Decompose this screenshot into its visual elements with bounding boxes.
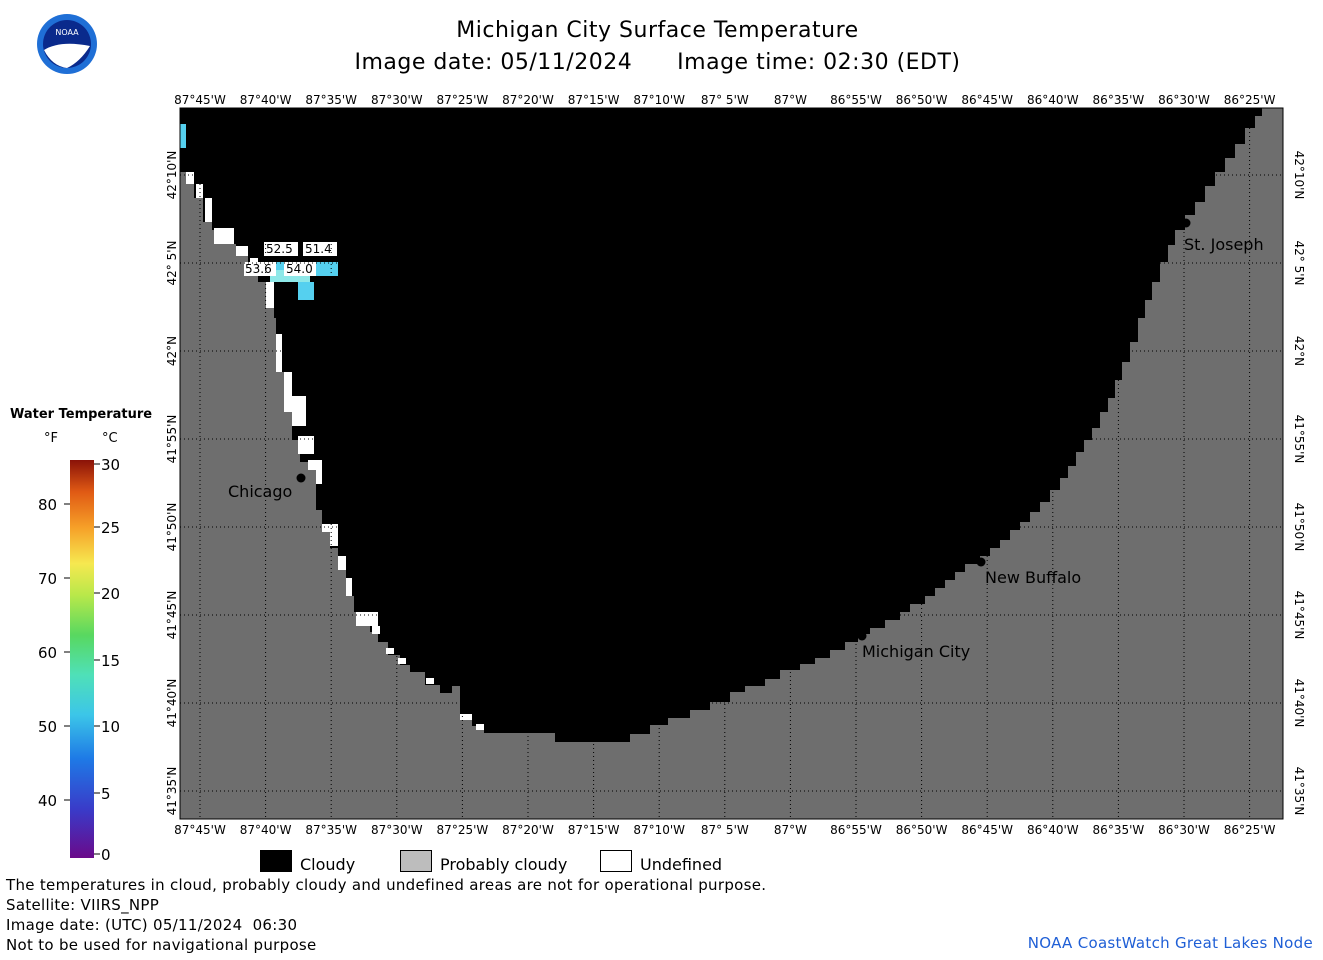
f-tick-label: 70 [38, 570, 58, 588]
probably-cloudy-swatch [400, 850, 432, 872]
latitude-labels-left: 42°10'N 42° 5'N 42°N 41°55'N 41°50'N 41°45'N 4… [165, 151, 179, 816]
c-tick-label: 30 [101, 456, 121, 474]
latitude-label: 41°55'N [165, 415, 179, 464]
legend-unit-c: °C [102, 431, 118, 446]
longitude-label: 86°35'W [1093, 93, 1145, 107]
latitude-label: 41°50'N [165, 503, 179, 552]
footer-utc-date: Image date: (UTC) 05/11/2024 06:30 [6, 916, 298, 934]
latitude-label: 41°40'N [1292, 679, 1306, 728]
image-time: Image time: 02:30 (EDT) [677, 50, 961, 75]
longitude-label: 86°25'W [1224, 93, 1276, 107]
f-tick-label: 80 [38, 496, 58, 514]
graticule [180, 108, 1283, 819]
latitude-label: 41°35'N [1292, 767, 1306, 816]
longitude-label: 87°20'W [502, 823, 554, 837]
footer-navigation-warning: Not to be used for navigational purpose [6, 936, 317, 954]
longitude-label: 87°30'W [371, 823, 423, 837]
undefined-swatch [600, 850, 632, 872]
longitude-label: 86°45'W [961, 93, 1013, 107]
latitude-label: 42°N [165, 336, 179, 366]
longitude-label: 87°W [774, 93, 807, 107]
latitude-label: 41°50'N [1292, 503, 1306, 552]
land-area [180, 108, 1283, 819]
legend-unit-f: °F [44, 431, 58, 446]
city-label-new-buffalo: New Buffalo [985, 568, 1081, 587]
longitude-label: 87°40'W [240, 823, 292, 837]
map-title: Michigan City Surface Temperature [456, 18, 859, 43]
latitude-label: 41°45'N [165, 591, 179, 640]
latitude-label: 42°10'N [165, 151, 179, 200]
temperature-color-bar [70, 460, 94, 858]
latitude-label: 42°N [1292, 336, 1306, 366]
city-label-michigan-city: Michigan City [862, 642, 970, 661]
longitude-label: 86°30'W [1158, 823, 1210, 837]
temp-label: 51.4 [305, 242, 332, 256]
longitude-label: 86°50'W [896, 823, 948, 837]
longitude-label: 86°55'W [830, 823, 882, 837]
latitude-label: 41°45'N [1292, 591, 1306, 640]
map-subtitle: Image date: 05/11/2024 Image time: 02:30… [0, 50, 1319, 75]
f-tick-label: 50 [38, 718, 58, 736]
longitude-label: 87°35'W [305, 823, 357, 837]
legend-title: Water Temperature [10, 407, 153, 422]
cloudy-swatch [260, 850, 292, 872]
c-tick-label: 25 [101, 519, 121, 537]
city-markers [296, 218, 1191, 641]
latitude-label: 42° 5'N [1292, 241, 1306, 286]
longitude-label: 87°15'W [568, 93, 620, 107]
longitude-label: 87°10'W [633, 823, 685, 837]
footer-disclaimer: The temperatures in cloud, probably clou… [6, 876, 767, 894]
latitude-label: 41°35'N [165, 767, 179, 816]
longitude-label: 87°25'W [437, 823, 489, 837]
temp-label: 52.5 [266, 242, 293, 256]
longitude-label: 86°40'W [1027, 93, 1079, 107]
longitude-labels-bottom: 87°45'W 87°40'W 87°35'W 87°30'W 87°25'W 87°20… [174, 823, 1275, 837]
footer-satellite: Satellite: VIIRS_NPP [6, 896, 160, 914]
longitude-label: 87°W [774, 823, 807, 837]
longitude-labels-top: 87°45'W 87°40'W 87°35'W 87°30'W 87°25'W 87°20… [174, 93, 1275, 107]
longitude-label: 86°40'W [1027, 823, 1079, 837]
longitude-label: 87°35'W [305, 93, 357, 107]
longitude-label: 86°25'W [1224, 823, 1276, 837]
probably-cloudy-label: Probably cloudy [440, 855, 568, 874]
temp-label: 53.6 [245, 262, 272, 276]
longitude-label: 87° 5'W [701, 93, 749, 107]
longitude-label: 87° 5'W [701, 823, 749, 837]
undefined-label: Undefined [640, 855, 723, 874]
c-tick-label: 15 [101, 652, 121, 670]
latitude-labels-right: 42°10'N 42° 5'N 42°N 41°55'N 41°50'N 41°45'N 4… [1292, 151, 1306, 816]
cloudy-label: Cloudy [300, 855, 356, 874]
longitude-label: 86°50'W [896, 93, 948, 107]
longitude-label: 86°45'W [961, 823, 1013, 837]
longitude-label: 87°40'W [240, 93, 292, 107]
latitude-label: 41°40'N [165, 679, 179, 728]
noaa-logo: NOAA [37, 14, 97, 74]
latitude-label: 42°10'N [1292, 151, 1306, 200]
longitude-label: 87°10'W [633, 93, 685, 107]
latitude-label: 41°55'N [1292, 415, 1306, 464]
longitude-label: 87°25'W [437, 93, 489, 107]
c-tick-label: 5 [101, 785, 111, 803]
c-tick-label: 0 [101, 846, 111, 864]
longitude-label: 87°30'W [371, 93, 423, 107]
noaa-logo-text: NOAA [55, 28, 79, 37]
f-tick-label: 40 [38, 792, 58, 810]
longitude-label: 87°45'W [174, 823, 226, 837]
credit-link[interactable]: NOAA CoastWatch Great Lakes Node [1027, 934, 1313, 952]
longitude-label: 86°35'W [1093, 823, 1145, 837]
city-label-chicago: Chicago [228, 482, 292, 501]
f-tick-label: 60 [38, 644, 58, 662]
city-label-st-joseph: St. Joseph [1184, 235, 1264, 254]
longitude-label: 87°20'W [502, 93, 554, 107]
c-tick-label: 20 [101, 585, 121, 603]
longitude-label: 86°55'W [830, 93, 882, 107]
latitude-label: 42° 5'N [165, 241, 179, 286]
longitude-label: 86°30'W [1158, 93, 1210, 107]
temp-label: 54.0 [286, 262, 313, 276]
longitude-label: 87°45'W [174, 93, 226, 107]
longitude-label: 87°15'W [568, 823, 620, 837]
image-date: Image date: 05/11/2024 [354, 50, 633, 75]
c-tick-label: 10 [101, 718, 121, 736]
